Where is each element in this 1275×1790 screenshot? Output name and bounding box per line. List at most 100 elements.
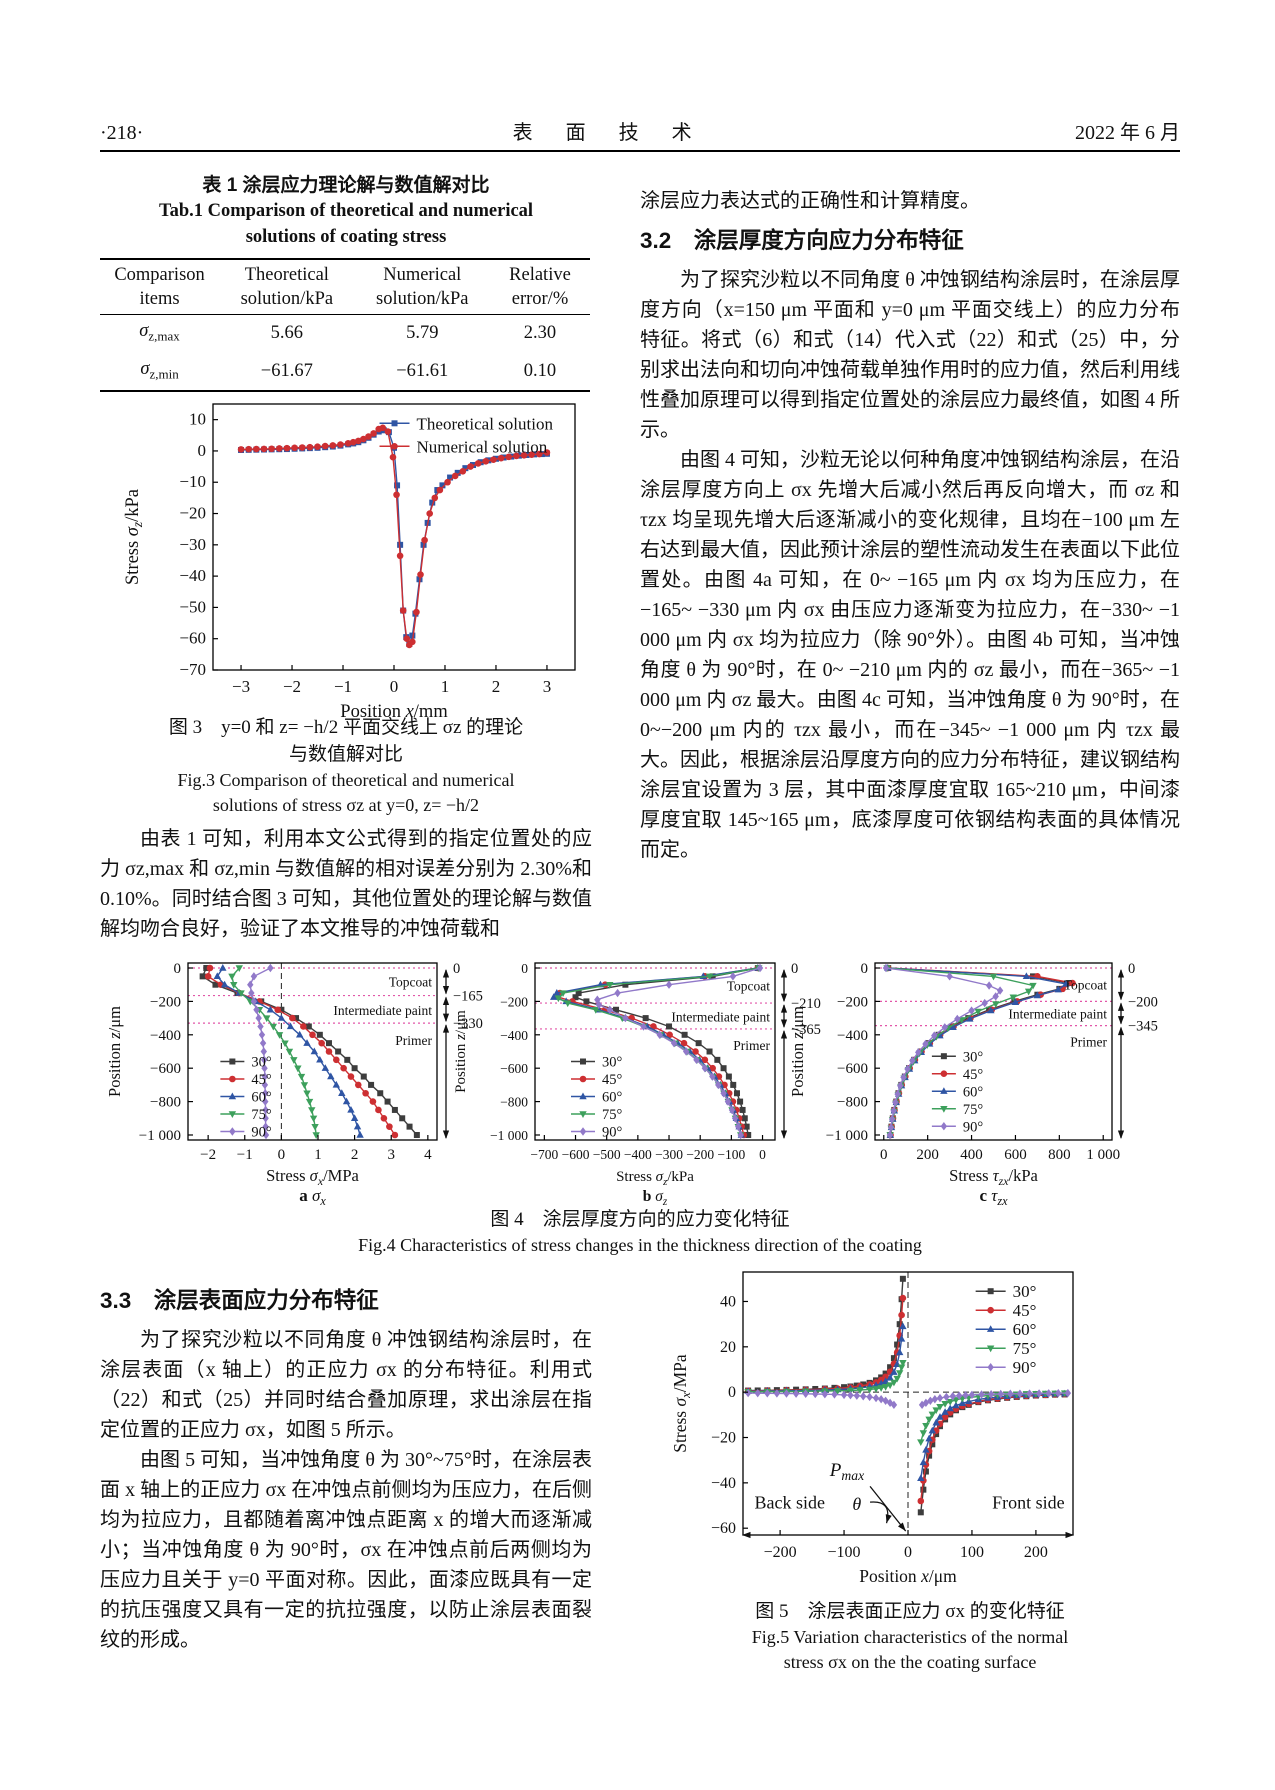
fig4b-chart: −700 −600 −500 −400 −300 −200 −100 00−200−400−6…: [453, 961, 821, 1207]
theoretical-value: −61.67: [260, 361, 313, 382]
page-number: ·218·: [100, 122, 144, 144]
svg-text:Topcoat: Topcoat: [1064, 978, 1108, 993]
svg-text:Position x/mm: Position x/mm: [340, 702, 448, 718]
svg-text:90°: 90°: [251, 1125, 272, 1141]
svg-text:−1: −1: [237, 1147, 253, 1163]
numerical-value: 5.79: [406, 323, 439, 344]
svg-text:45°: 45°: [251, 1072, 272, 1088]
fig3-chart: −3 −2 −1 0 1 2 3100−10−20−30−40−50−60−70Positi…: [123, 403, 576, 718]
svg-text:Position z/μm: Position z/μm: [453, 1010, 469, 1093]
svg-text:−40: −40: [711, 1475, 736, 1492]
svg-text:Theoretical solution: Theoretical solution: [417, 414, 554, 433]
svg-text:75°: 75°: [602, 1107, 623, 1123]
svg-text:3: 3: [387, 1147, 395, 1163]
svg-text:−800: −800: [500, 1095, 528, 1110]
svg-text:−10: −10: [179, 472, 206, 491]
svg-text:−500: −500: [593, 1147, 621, 1162]
svg-text:3: 3: [543, 677, 552, 696]
svg-text:1 000: 1 000: [1086, 1147, 1120, 1163]
svg-text:−210: −210: [791, 996, 821, 1012]
svg-text:0: 0: [880, 1147, 888, 1163]
table1-col-numerical: Numerical solution/kPa: [354, 259, 490, 315]
svg-text:−600: −600: [562, 1147, 590, 1162]
svg-text:−345: −345: [1128, 1019, 1158, 1035]
svg-text:Position x/μm: Position x/μm: [859, 1566, 957, 1586]
table1-title-en-line2: solutions of coating stress: [245, 227, 447, 247]
fig3-caption-en1: Fig.3 Comparison of theoretical and nume…: [177, 770, 515, 790]
fig3-caption-zh2: 与数值解对比: [288, 744, 403, 765]
svg-text:Intermediate paint: Intermediate paint: [333, 1003, 432, 1018]
svg-text:−200: −200: [764, 1544, 797, 1561]
svg-text:−40: −40: [179, 566, 206, 585]
svg-text:0: 0: [791, 961, 798, 977]
svg-text:60°: 60°: [1013, 1320, 1037, 1339]
left-paragraph: 由表 1 可知，利用本文公式得到的指定位置处的应力 σz,max 和 σz,mi…: [100, 828, 592, 940]
table-row: σz,max 5.66 5.79 2.30: [100, 315, 590, 353]
svg-text:Intermediate paint: Intermediate paint: [671, 1009, 770, 1024]
svg-text:0: 0: [861, 961, 869, 977]
svg-text:800: 800: [1048, 1147, 1071, 1163]
svg-text:−400: −400: [837, 1028, 868, 1044]
svg-text:−800: −800: [150, 1095, 181, 1111]
svg-text:Primer: Primer: [733, 1038, 770, 1053]
svg-text:−365: −365: [791, 1022, 821, 1038]
svg-text:45°: 45°: [963, 1067, 984, 1083]
table1-header-row: Comparison items Theoretical solution/kP…: [100, 259, 590, 315]
svg-text:Stress σz/kPa: Stress σz/kPa: [123, 489, 145, 585]
svg-text:90°: 90°: [963, 1119, 984, 1135]
svg-text:−1 000: −1 000: [826, 1128, 868, 1144]
svg-text:20: 20: [720, 1339, 736, 1356]
svg-text:4: 4: [424, 1147, 432, 1163]
svg-text:−20: −20: [179, 504, 206, 523]
svg-text:Back side: Back side: [755, 1493, 825, 1513]
svg-text:Primer: Primer: [395, 1033, 432, 1048]
svg-text:0: 0: [521, 961, 528, 976]
svg-text:0: 0: [904, 1544, 912, 1561]
svg-text:−30: −30: [179, 535, 206, 554]
svg-text:0: 0: [198, 441, 207, 460]
svg-text:30°: 30°: [251, 1055, 272, 1071]
svg-text:−600: −600: [837, 1061, 868, 1077]
fig4-caption-zh: 图 4 涂层厚度方向的应力变化特征: [490, 1209, 790, 1230]
svg-text:−200: −200: [150, 994, 181, 1010]
svg-text:600: 600: [1004, 1147, 1027, 1163]
svg-text:−2: −2: [283, 677, 301, 696]
svg-text:30°: 30°: [1013, 1282, 1037, 1301]
svg-text:−2: −2: [200, 1147, 216, 1163]
table1: Comparison items Theoretical solution/kP…: [100, 258, 590, 393]
row-label: σz,min: [140, 358, 179, 382]
table1-col-comparison: Comparison items: [100, 259, 220, 315]
fig5-caption-zh: 图 5 涂层表面正应力 σx 的变化特征: [755, 1601, 1065, 1622]
svg-text:30°: 30°: [963, 1049, 984, 1065]
table1-title-en-line1: Tab.1 Comparison of theoretical and nume…: [158, 201, 534, 221]
svg-text:90°: 90°: [1013, 1358, 1037, 1377]
row-label: σz,max: [139, 321, 180, 344]
svg-text:0: 0: [453, 961, 460, 977]
svg-text:Topcoat: Topcoat: [389, 974, 433, 989]
svg-text:0: 0: [174, 961, 182, 977]
fig4c-chart: 0 200 400 600 800 1 000 0 −200 −400 −600 −800 −1 00…: [788, 961, 1158, 1207]
error-value: 0.10: [523, 361, 557, 382]
svg-text:0: 0: [390, 677, 399, 696]
svg-text:60°: 60°: [251, 1090, 272, 1106]
svg-text:0: 0: [759, 1147, 766, 1162]
svg-text:−700: −700: [530, 1147, 558, 1162]
svg-text:−100: −100: [717, 1147, 745, 1162]
sec32-paragraph-2: 由图 4 可知，沙粒无论以何种角度冲蚀钢结构涂层，在沿涂层厚度方向上 σx 先增…: [640, 449, 1180, 861]
error-value: 2.30: [523, 323, 557, 344]
svg-text:a σx: a σx: [299, 1186, 326, 1207]
svg-text:Intermediate paint: Intermediate paint: [1008, 1006, 1107, 1021]
svg-text:−3: −3: [232, 677, 250, 696]
svg-text:−400: −400: [150, 1028, 181, 1044]
svg-text:−1 000: −1 000: [139, 1128, 181, 1144]
svg-text:−200: −200: [1128, 994, 1158, 1010]
svg-text:2: 2: [351, 1147, 359, 1163]
svg-text:2: 2: [492, 677, 501, 696]
svg-text:θ: θ: [852, 1494, 861, 1514]
svg-text:45°: 45°: [602, 1072, 623, 1088]
svg-text:75°: 75°: [251, 1107, 272, 1123]
svg-text:−70: −70: [179, 660, 206, 679]
svg-text:200: 200: [916, 1147, 939, 1163]
svg-text:−200: −200: [500, 994, 528, 1009]
fig5-caption-en2: stress σx on the the coating surface: [783, 1652, 1037, 1672]
